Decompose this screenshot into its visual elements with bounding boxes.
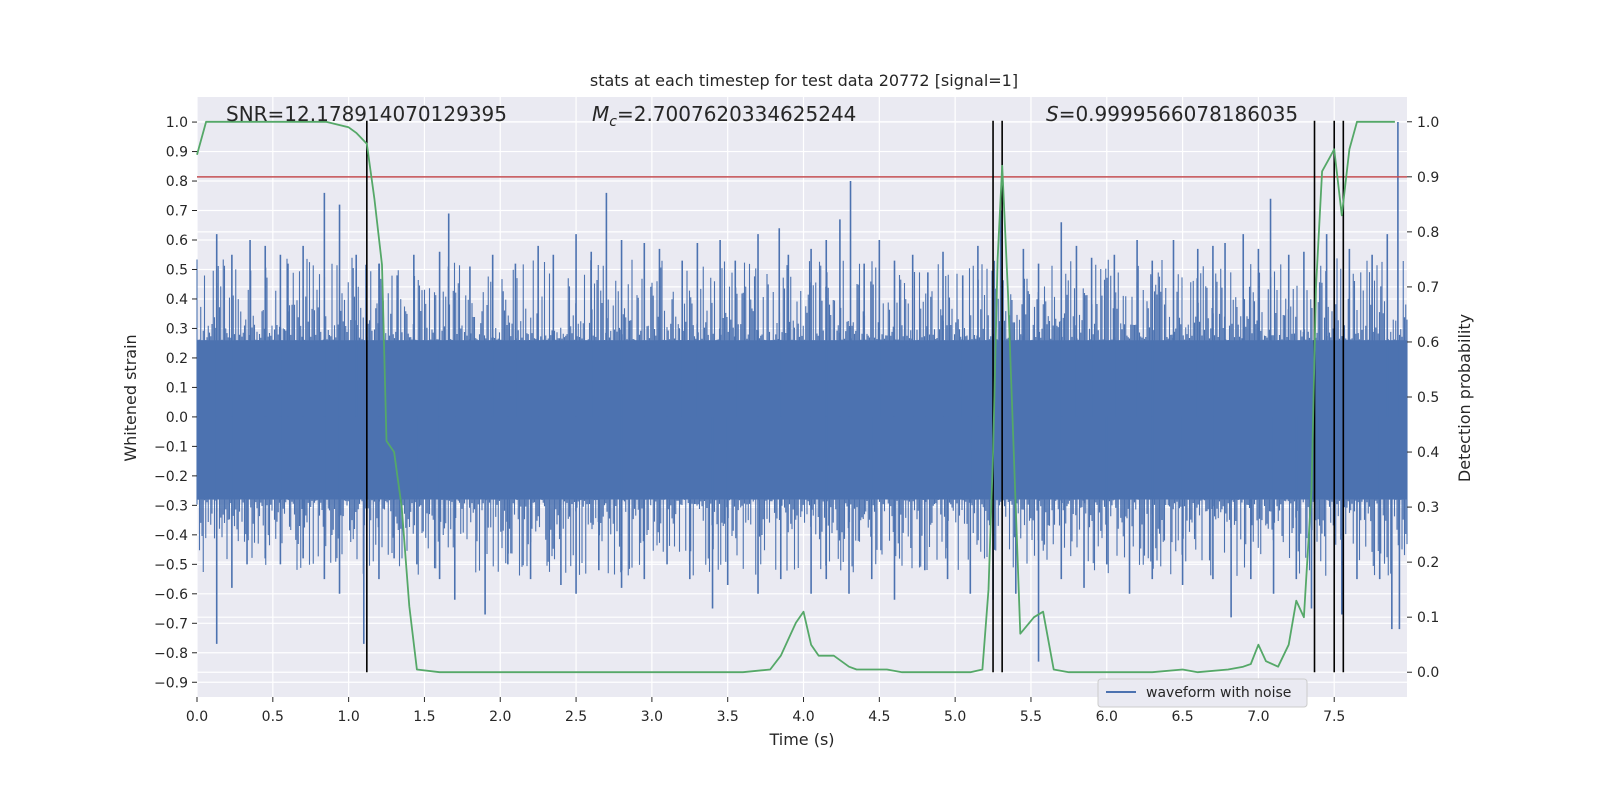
x-tick-label: 6.5 bbox=[1171, 709, 1193, 725]
x-tick-label: 1.5 bbox=[413, 709, 435, 725]
x-tick-label: 7.5 bbox=[1323, 709, 1345, 725]
y-tick-label: −0.2 bbox=[154, 469, 188, 485]
x-tick-label: 4.5 bbox=[868, 709, 890, 725]
y-tick-label: −0.7 bbox=[154, 616, 188, 632]
y2-tick-label: 0.8 bbox=[1417, 225, 1439, 241]
legend: waveform with noise bbox=[1097, 678, 1308, 708]
y2-tick-label: 0.7 bbox=[1417, 280, 1439, 296]
probability-line bbox=[196, 120, 1395, 674]
y2-axis-label: Detection probability bbox=[1455, 314, 1474, 482]
waveform-series bbox=[196, 122, 1408, 662]
y-tick-label: 0.3 bbox=[166, 321, 188, 337]
y-tick-label: −0.1 bbox=[154, 439, 188, 455]
x-tick-label: 5.0 bbox=[944, 709, 966, 725]
y-tick-label: 0.1 bbox=[166, 380, 188, 396]
x-tick-label: 5.5 bbox=[1020, 709, 1042, 725]
s-annotation: S=0.9999566078186035 bbox=[1046, 102, 1298, 126]
legend-box bbox=[1097, 678, 1308, 708]
y-tick-label: 0.9 bbox=[166, 145, 188, 161]
y-tick-label: 0.7 bbox=[166, 204, 188, 220]
y-tick-label: −0.6 bbox=[154, 587, 188, 603]
x-tick-label: 2.5 bbox=[565, 709, 587, 725]
y-tick-label: 0.6 bbox=[166, 233, 188, 249]
y2-tick-label: 0.1 bbox=[1417, 610, 1439, 626]
y-tick-label: 0.8 bbox=[166, 174, 188, 190]
x-tick-label: 6.0 bbox=[1096, 709, 1118, 725]
mc-symbol: M bbox=[592, 102, 609, 126]
s-value: =0.9999566078186035 bbox=[1059, 102, 1298, 126]
y2-tick-label: 0.4 bbox=[1417, 445, 1439, 461]
y2-tick-label: 0.6 bbox=[1417, 335, 1439, 351]
y-tick-label: 0.0 bbox=[166, 410, 188, 426]
x-tick-label: 3.5 bbox=[717, 709, 739, 725]
y-tick-label: 0.2 bbox=[166, 351, 188, 367]
y-tick-label: 1.0 bbox=[166, 115, 188, 131]
marker-lines bbox=[197, 120, 1407, 673]
mc-subscript: c bbox=[609, 114, 617, 130]
x-tick-label: 7.0 bbox=[1247, 709, 1269, 725]
probability-series bbox=[196, 120, 1395, 674]
legend-entry: waveform with noise bbox=[1146, 685, 1291, 701]
y-tick-label: 0.4 bbox=[166, 292, 188, 308]
y-axis-ticks: 1.0 0.9 0.8 0.7 0.6 0.5 0.4 0.3 0.2 0.1 0.0 −0.1 −0.… bbox=[154, 115, 197, 691]
y-tick-label: −0.8 bbox=[154, 646, 188, 662]
y2-tick-label: 0.2 bbox=[1417, 555, 1439, 571]
y2-tick-label: 0.0 bbox=[1417, 665, 1439, 681]
chart-title: stats at each timestep for test data 207… bbox=[590, 71, 1018, 90]
x-axis-label: Time (s) bbox=[768, 730, 834, 749]
mc-annotation: Mc=2.7007620334625244 bbox=[592, 102, 856, 130]
y2-axis-ticks: 1.0 0.9 0.8 0.7 0.6 0.5 0.4 0.3 0.2 0.1 0.0 bbox=[1407, 115, 1439, 681]
y2-tick-label: 0.9 bbox=[1417, 170, 1439, 186]
s-symbol: S bbox=[1046, 102, 1059, 126]
x-axis-ticks: 0.0 0.5 1.0 1.5 2.0 2.5 3.0 3.5 4.0 4.5 5.0 5.5 6.0 6… bbox=[186, 697, 1345, 725]
y-tick-label: 0.5 bbox=[166, 262, 188, 278]
x-tick-label: 0.5 bbox=[262, 709, 284, 725]
x-tick-label: 1.0 bbox=[337, 709, 359, 725]
x-tick-label: 0.0 bbox=[186, 709, 208, 725]
x-tick-label: 3.0 bbox=[641, 709, 663, 725]
y2-tick-label: 1.0 bbox=[1417, 115, 1439, 131]
mc-value: =2.7007620334625244 bbox=[617, 102, 856, 126]
snr-annotation: SNR=12.178914070129395 bbox=[226, 102, 507, 126]
y-tick-label: −0.5 bbox=[154, 557, 188, 573]
y2-tick-label: 0.5 bbox=[1417, 390, 1439, 406]
y-tick-label: −0.4 bbox=[154, 528, 188, 544]
x-tick-label: 2.0 bbox=[489, 709, 511, 725]
y-tick-label: −0.9 bbox=[154, 675, 188, 691]
x-tick-label: 4.0 bbox=[792, 709, 814, 725]
y-tick-label: −0.3 bbox=[154, 498, 188, 514]
y-axis-label: Whitened strain bbox=[121, 334, 140, 461]
y2-tick-label: 0.3 bbox=[1417, 500, 1439, 516]
